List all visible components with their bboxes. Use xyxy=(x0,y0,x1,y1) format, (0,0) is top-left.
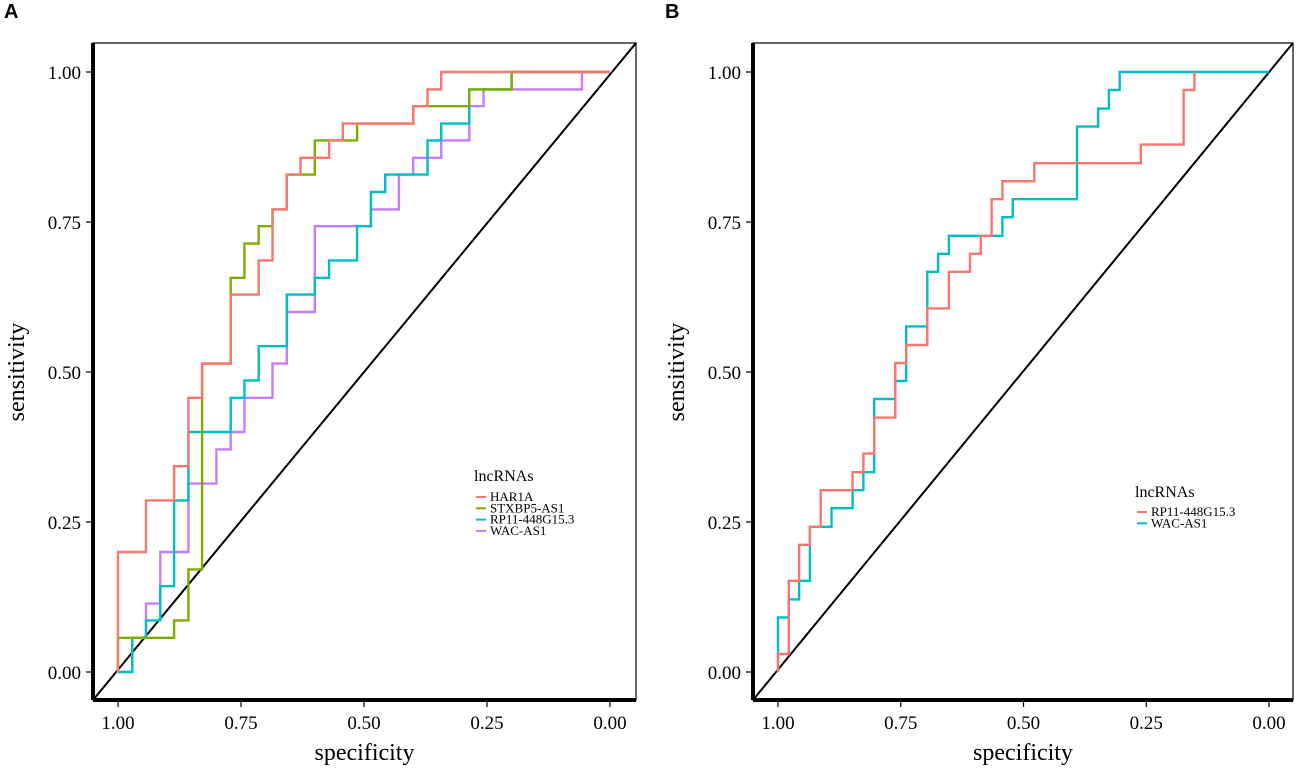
panel-a-curve-har1a xyxy=(116,70,610,672)
panel-b-y-tick-label: 1.00 xyxy=(708,63,741,84)
panel-a-ticks: 1.00 0.75 0.50 0.25 0.00 0.00 0.25 0.50 0.75 1.00 xyxy=(48,63,627,734)
panel-b-x-tick-label: 0.75 xyxy=(884,713,917,734)
panel-a-x-tick-label: 0.25 xyxy=(470,713,503,734)
panel-a-x-tick-label: 0.00 xyxy=(593,713,626,734)
legend-label-wac-as1: WAC-AS1 xyxy=(1151,515,1207,530)
panel-a-diagonal-line xyxy=(92,42,637,701)
panel-b-letter: B xyxy=(665,1,679,23)
legend-label-rp11-448g15-3: RP11-448G15.3 xyxy=(490,512,574,527)
panel-b-x-axis-label: specificity xyxy=(973,740,1073,766)
panel-a-y-tick-label: 0.00 xyxy=(48,663,81,684)
panel-a-y-tick-label: 0.50 xyxy=(48,363,81,384)
panel-a-y-axis-label: sensitivity xyxy=(4,323,30,422)
panel-b-x-tick-label: 0.00 xyxy=(1252,713,1285,734)
panel-b: B 1.00 0.75 0.50 0.25 0.000.000.250.500.751.… xyxy=(664,1,1294,766)
panel-b-curve-rp11-448g15-3 xyxy=(776,72,1196,672)
panel-a: A 1.00 0.75 0.50 0.25 0.000.000.250.500.751.… xyxy=(4,1,637,766)
panel-b-y-tick-label: 0.25 xyxy=(708,513,741,534)
panel-b-series-group xyxy=(776,70,1269,672)
panel-a-curve-rp11-448g15-3 xyxy=(118,70,610,674)
legend-label-rp11-448g15-3: RP11-448G15.3 xyxy=(1151,504,1235,519)
panel-a-x-tick-label: 0.75 xyxy=(224,713,257,734)
panel-a-y-tick-label: 0.75 xyxy=(48,213,81,234)
panel-b-diagonal-line xyxy=(752,42,1294,701)
legend-label-har1a: HAR1A xyxy=(490,489,534,504)
panel-b-curve-wac-as1 xyxy=(776,70,1269,672)
panel-a-legend-title: lncRNAs xyxy=(474,468,534,485)
panel-b-y-tick-label: 0.50 xyxy=(708,363,741,384)
panel-a-legend: lncRNAs HAR1ASTXBP5-AS1RP11-448G15.3WAC-… xyxy=(474,468,574,538)
panel-b-y-tick-label: 0.75 xyxy=(708,213,741,234)
panel-b-ticks: 1.00 0.75 0.50 0.25 0.00 0.00 0.25 0.50 0.75 1.00 xyxy=(708,63,1286,734)
panel-a-y-tick-label: 1.00 xyxy=(48,63,81,84)
legend-label-wac-as1: WAC-AS1 xyxy=(490,523,546,538)
panel-a-series-group xyxy=(116,70,610,674)
panel-b-y-axis-label: sensitivity xyxy=(664,323,690,422)
panel-a-reference-diagonal xyxy=(92,42,637,701)
panel-b-x-tick-label: 0.50 xyxy=(1007,713,1040,734)
panel-b-legend-title: lncRNAs xyxy=(1135,484,1195,501)
panel-a-x-tick-label: 0.50 xyxy=(347,713,380,734)
panel-b-x-tick-label: 0.25 xyxy=(1130,713,1163,734)
panel-a-letter: A xyxy=(4,1,18,23)
panel-a-y-tick-label: 0.25 xyxy=(48,513,81,534)
legend-label-stxbp5-as1: STXBP5-AS1 xyxy=(490,500,564,515)
panel-b-y-tick-label: 0.00 xyxy=(708,663,741,684)
panel-b-reference-diagonal xyxy=(752,42,1294,701)
panel-a-x-axis-label: specificity xyxy=(315,740,415,766)
panel-b-x-tick-label: 1.00 xyxy=(761,713,794,734)
panel-a-x-tick-label: 1.00 xyxy=(101,713,134,734)
